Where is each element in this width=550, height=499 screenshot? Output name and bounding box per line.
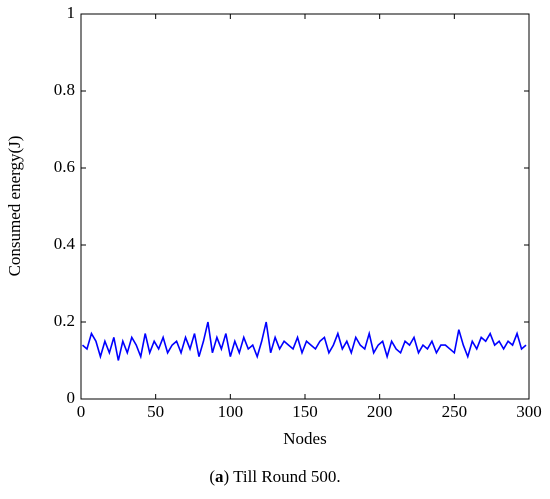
x-axis-label: Nodes [283, 429, 326, 448]
x-tick-label: 200 [367, 402, 393, 421]
y-tick-label: 0 [67, 388, 76, 407]
data-line [81, 321, 527, 361]
y-tick-label: 0.8 [54, 80, 75, 99]
x-tick-label: 100 [218, 402, 244, 421]
caption: (a) Till Round 500. [209, 467, 340, 486]
x-tick-label: 0 [77, 402, 86, 421]
caption-close: ) [224, 467, 230, 486]
x-tick-label: 50 [147, 402, 164, 421]
y-tick-label: 0.4 [54, 234, 76, 253]
x-tick-label: 300 [516, 402, 542, 421]
y-tick-label: 0.6 [54, 157, 75, 176]
x-tick-label: 150 [292, 402, 318, 421]
y-axis-label: Consumed energy(J) [5, 136, 24, 277]
caption-text: Till Round 500. [233, 467, 341, 486]
caption-label: a [215, 467, 224, 486]
y-tick-label: 0.2 [54, 311, 75, 330]
y-tick-label: 1 [67, 3, 76, 22]
x-tick-label: 250 [442, 402, 468, 421]
caption-open: ( [209, 467, 215, 486]
